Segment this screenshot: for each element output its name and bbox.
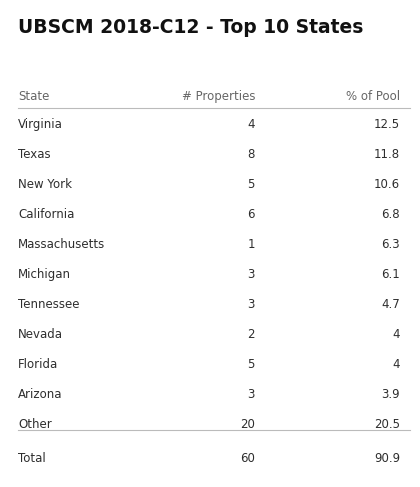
Text: California: California bbox=[18, 208, 74, 221]
Text: 4.7: 4.7 bbox=[381, 298, 400, 311]
Text: 4: 4 bbox=[393, 358, 400, 371]
Text: Nevada: Nevada bbox=[18, 328, 63, 341]
Text: Total: Total bbox=[18, 452, 46, 465]
Text: 2: 2 bbox=[247, 328, 255, 341]
Text: 60: 60 bbox=[240, 452, 255, 465]
Text: 3.9: 3.9 bbox=[381, 388, 400, 401]
Text: Texas: Texas bbox=[18, 148, 51, 161]
Text: Tennessee: Tennessee bbox=[18, 298, 79, 311]
Text: Florida: Florida bbox=[18, 358, 58, 371]
Text: 6.8: 6.8 bbox=[381, 208, 400, 221]
Text: # Properties: # Properties bbox=[181, 90, 255, 103]
Text: 90.9: 90.9 bbox=[374, 452, 400, 465]
Text: 4: 4 bbox=[393, 328, 400, 341]
Text: % of Pool: % of Pool bbox=[346, 90, 400, 103]
Text: 6: 6 bbox=[247, 208, 255, 221]
Text: 5: 5 bbox=[248, 358, 255, 371]
Text: UBSCM 2018-C12 - Top 10 States: UBSCM 2018-C12 - Top 10 States bbox=[18, 18, 363, 37]
Text: Other: Other bbox=[18, 418, 52, 431]
Text: 5: 5 bbox=[248, 178, 255, 191]
Text: 10.6: 10.6 bbox=[374, 178, 400, 191]
Text: Massachusetts: Massachusetts bbox=[18, 238, 105, 251]
Text: 3: 3 bbox=[248, 298, 255, 311]
Text: 3: 3 bbox=[248, 388, 255, 401]
Text: State: State bbox=[18, 90, 50, 103]
Text: 8: 8 bbox=[248, 148, 255, 161]
Text: 4: 4 bbox=[247, 118, 255, 131]
Text: New York: New York bbox=[18, 178, 72, 191]
Text: 3: 3 bbox=[248, 268, 255, 281]
Text: 1: 1 bbox=[247, 238, 255, 251]
Text: 20.5: 20.5 bbox=[374, 418, 400, 431]
Text: 6.3: 6.3 bbox=[381, 238, 400, 251]
Text: Arizona: Arizona bbox=[18, 388, 63, 401]
Text: 11.8: 11.8 bbox=[374, 148, 400, 161]
Text: Michigan: Michigan bbox=[18, 268, 71, 281]
Text: Virginia: Virginia bbox=[18, 118, 63, 131]
Text: 6.1: 6.1 bbox=[381, 268, 400, 281]
Text: 20: 20 bbox=[240, 418, 255, 431]
Text: 12.5: 12.5 bbox=[374, 118, 400, 131]
